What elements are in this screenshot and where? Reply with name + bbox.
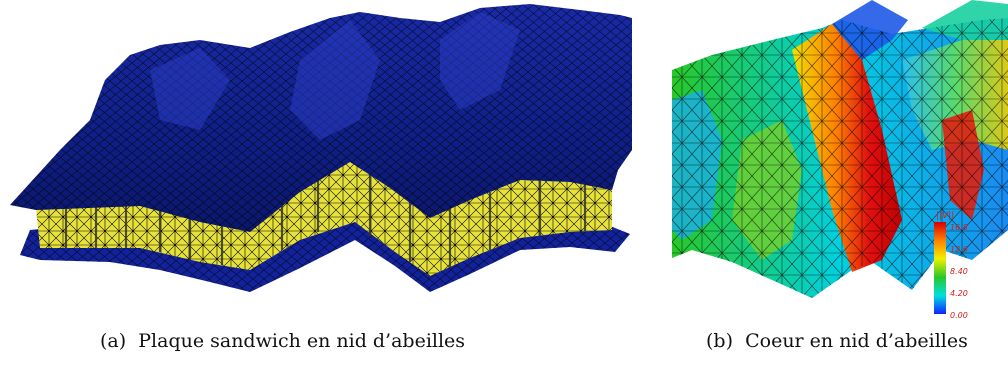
colorbar-tick: 8.40 [950, 267, 968, 276]
colorbar-tick: 4.20 [950, 289, 968, 298]
panel-a-sandwich-plate [10, 4, 632, 292]
colorbar-tick: 0.00 [950, 311, 968, 320]
caption-b-label: (b) [706, 330, 733, 352]
caption-b-text: Coeur en nid d’abeilles [745, 330, 968, 352]
colorbar: ||V|| 16.8 12.6 8.40 4.20 0.00 [934, 211, 968, 320]
caption-a-label: (a) [100, 330, 127, 352]
colorbar-gradient [934, 222, 946, 314]
colorbar-tick: 16.8 [950, 223, 968, 232]
caption-a: (a) Plaque sandwich en nid d’abeilles [100, 330, 465, 352]
caption-a-text: Plaque sandwich en nid d’abeilles [138, 330, 466, 352]
colorbar-title: ||V|| [936, 211, 954, 221]
panel-b-honeycomb-core: ||V|| 16.8 12.6 8.40 4.20 0.00 [672, 0, 1008, 320]
caption-b: (b) Coeur en nid d’abeilles [706, 330, 968, 352]
sandwich-plate-render [10, 4, 632, 292]
honeycomb-core-render: ||V|| 16.8 12.6 8.40 4.20 0.00 [672, 0, 1008, 320]
colorbar-tick: 12.6 [950, 245, 968, 254]
